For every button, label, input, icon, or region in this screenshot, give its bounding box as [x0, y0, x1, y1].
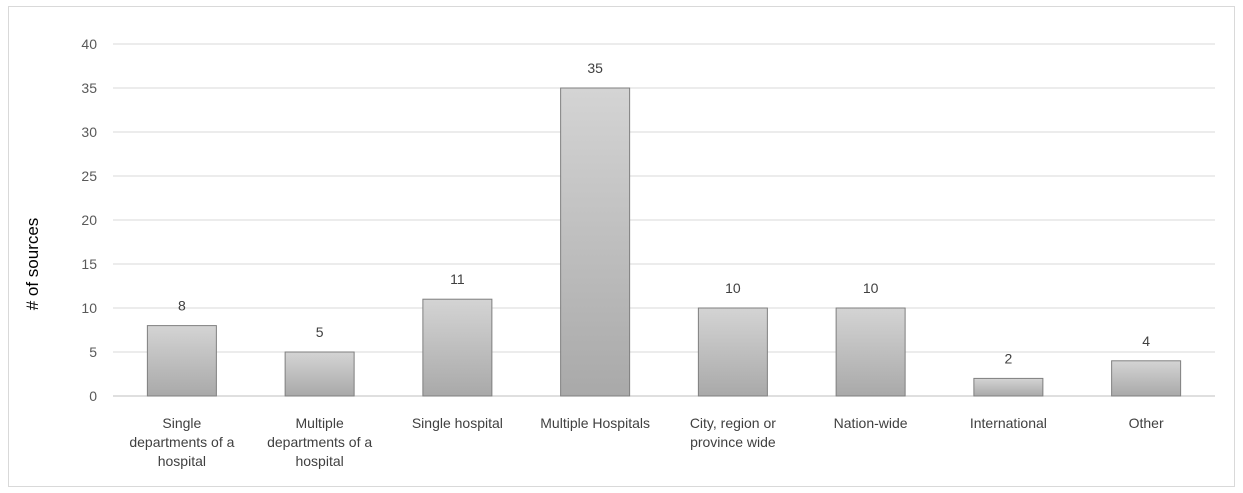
bar: [422, 298, 493, 397]
bar: [835, 307, 906, 397]
y-tick-label: 10: [81, 300, 97, 316]
y-tick-label: 0: [89, 388, 97, 404]
bar: [284, 351, 355, 397]
bar: [560, 87, 631, 397]
data-label: 2: [1004, 350, 1012, 366]
category-label: City, region or province wide: [690, 415, 776, 450]
data-label: 35: [587, 60, 603, 76]
y-tick-label: 35: [81, 80, 97, 96]
bar: [1111, 360, 1182, 397]
y-tick-label: 30: [81, 124, 97, 140]
data-labels: 8 5 11 35 10 10 2 4: [178, 60, 1150, 366]
bar: [697, 307, 768, 397]
y-tick-label: 20: [81, 212, 97, 228]
category-label: Nation-wide: [834, 415, 908, 431]
bar: [973, 377, 1044, 397]
category-label: Multiple departments of a hospital: [267, 415, 372, 469]
bars: [146, 87, 1182, 397]
y-tick-label: 5: [89, 344, 97, 360]
data-label: 4: [1142, 333, 1150, 349]
category-label: Multiple Hospitals: [540, 415, 650, 431]
y-tick-label: 25: [81, 168, 97, 184]
category-label: Single departments of a hospital: [129, 415, 234, 469]
y-axis-ticks: 0 5 10 15 20 25 30 35 40: [81, 36, 97, 404]
data-label: 8: [178, 298, 186, 314]
y-tick-label: 15: [81, 256, 97, 272]
x-axis-categories: Single departments of a hospital Multiple de…: [129, 415, 1164, 469]
gridlines: [113, 43, 1215, 397]
category-label: Other: [1129, 415, 1164, 431]
data-label: 10: [863, 280, 879, 296]
category-label: Single hospital: [412, 415, 503, 431]
y-axis-label: # of sources: [23, 218, 42, 311]
data-label: 5: [316, 324, 324, 340]
data-label: 10: [725, 280, 741, 296]
category-label: International: [970, 415, 1047, 431]
bar: [146, 325, 217, 397]
y-tick-label: 40: [81, 36, 97, 52]
data-label: 11: [450, 271, 465, 287]
